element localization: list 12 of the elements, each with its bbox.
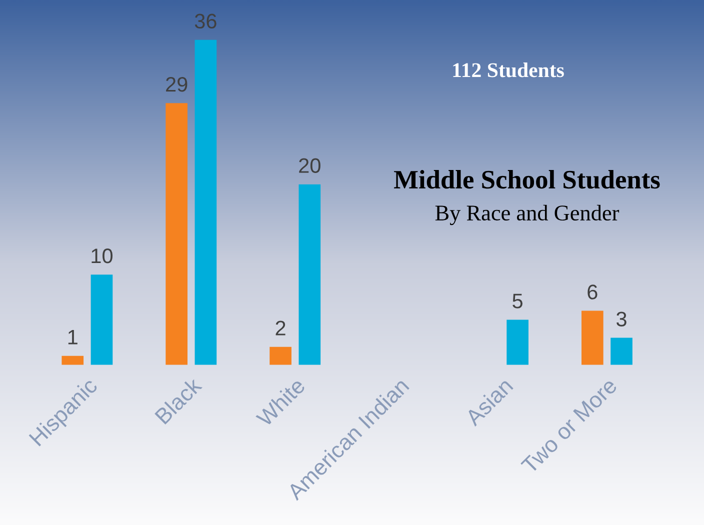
data-label: 10 (92, 248, 113, 264)
data-label: 29 (166, 76, 188, 92)
text: Middle School Students (394, 170, 660, 189)
data-label: 6 (588, 284, 598, 300)
data-label: 2 (276, 320, 286, 336)
data-label: 36 (194, 14, 216, 29)
text: By Race and Gender (435, 204, 620, 226)
data-label: 20 (299, 158, 320, 173)
data-label: 1 (68, 330, 78, 344)
data-label: 3 (616, 312, 626, 326)
annotation: 112 Students (453, 62, 564, 78)
data-label: 5 (512, 294, 522, 308)
